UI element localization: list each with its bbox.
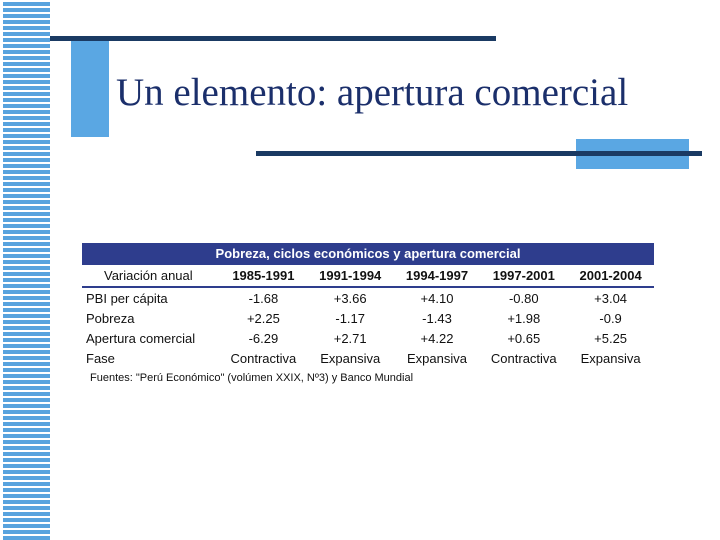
table-cell: +0.65 [507,330,541,346]
rule-top [50,36,496,41]
row-label: Apertura comercial [86,330,196,346]
table-cell: +4.10 [420,290,454,306]
table-cell: Contractiva [490,350,557,366]
table-cell: -6.29 [248,330,279,346]
table-cell: Expansiva [320,350,381,366]
rule-bottom [256,151,702,156]
row-label: Fase [86,350,115,366]
slide-title: Un elemento: apertura comercial [116,71,629,114]
table-row: PBI per cápita -1.68 +3.66 +4.10 -0.80 +… [82,287,654,308]
table-cell: -1.17 [335,310,366,326]
period-header: 1997-2001 [480,265,568,288]
period-header: 1994-1997 [393,265,481,288]
header-label: Variación anual [82,265,220,288]
table-cell: -0.9 [599,310,622,326]
table-cell: +2.25 [246,310,280,326]
table-cell: +3.66 [333,290,367,306]
row-label: PBI per cápita [86,290,168,306]
table-cell: Expansiva [407,350,467,366]
data-table-panel: Pobreza, ciclos económicos y apertura co… [82,243,654,384]
period-header: 1985-1991 [220,265,307,288]
table-cell: -1.68 [248,290,279,306]
period-header: 1991-1994 [306,265,394,288]
row-label: Pobreza [86,310,135,326]
table-header-row: Variación anual 1985-1991 1991-1994 1994… [82,265,654,288]
accent-block-top [71,37,109,137]
table-cell: -0.80 [508,290,539,306]
data-table: Variación anual 1985-1991 1991-1994 1994… [82,265,654,368]
table-cell: +5.25 [594,330,628,346]
table-row: Fase Contractiva Expansiva Expansiva Con… [82,348,654,368]
table-cell: +4.22 [420,330,454,346]
table-cell: Expansiva [580,350,641,366]
left-stripe-decoration [0,0,50,540]
table-row: Pobreza +2.25 -1.17 -1.43 +1.98 -0.9 [82,308,654,328]
period-header: 2001-2004 [567,265,654,288]
table-cell: +2.71 [333,330,367,346]
table-cell: -1.43 [422,310,452,326]
table-cell: +3.04 [594,290,628,306]
table-title: Pobreza, ciclos económicos y apertura co… [82,243,654,265]
table-cell: +1.98 [507,310,541,326]
table-cell: Contractiva [230,350,297,366]
table-row: Apertura comercial -6.29 +2.71 +4.22 +0.… [82,328,654,348]
table-source-note: Fuentes: "Perú Económico" (volúmen XXIX,… [90,372,414,384]
